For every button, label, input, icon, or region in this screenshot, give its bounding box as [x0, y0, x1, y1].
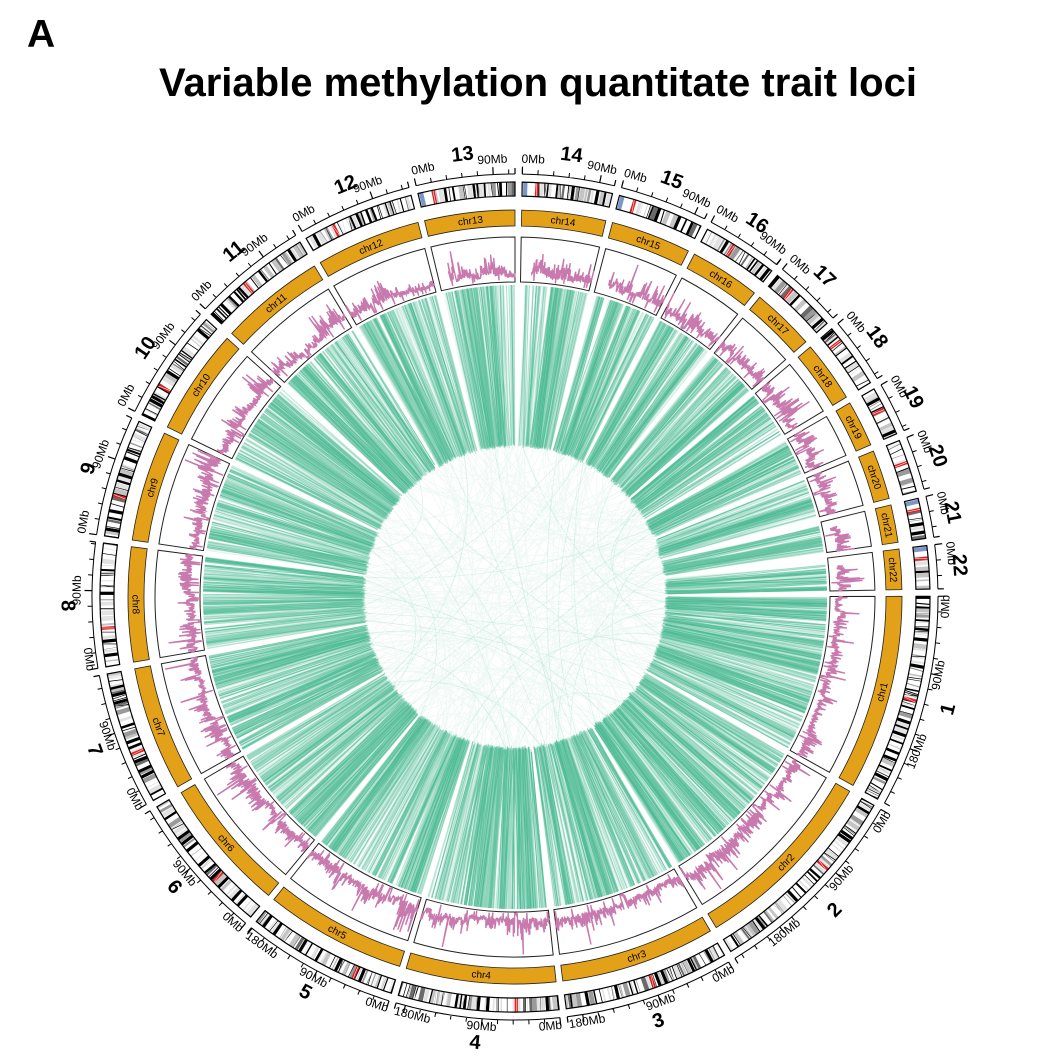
svg-text:chr13: chr13 [457, 215, 484, 229]
svg-text:0Mb: 0Mb [74, 509, 92, 535]
svg-text:chr8: chr8 [129, 595, 140, 615]
svg-text:8: 8 [56, 600, 78, 612]
svg-text:4: 4 [469, 1031, 483, 1054]
svg-text:90Mb: 90Mb [69, 575, 83, 606]
svg-text:0Mb: 0Mb [934, 490, 953, 516]
svg-text:180Mb: 180Mb [568, 1011, 607, 1031]
svg-text:1: 1 [936, 701, 960, 717]
svg-text:0Mb: 0Mb [943, 541, 959, 566]
svg-text:90Mb: 90Mb [466, 1018, 497, 1034]
svg-text:90Mb: 90Mb [586, 158, 619, 178]
svg-text:chr14: chr14 [550, 215, 577, 229]
svg-text:chr22: chr22 [886, 557, 899, 583]
svg-text:chr4: chr4 [471, 969, 492, 982]
svg-text:0Mb: 0Mb [538, 1018, 563, 1034]
svg-text:22: 22 [948, 553, 972, 577]
svg-text:chr1: chr1 [875, 681, 891, 703]
svg-text:21: 21 [940, 499, 966, 525]
svg-text:chr21: chr21 [878, 512, 894, 539]
svg-text:13: 13 [450, 142, 475, 166]
svg-text:0Mb: 0Mb [410, 159, 436, 178]
svg-text:0Mb: 0Mb [521, 152, 545, 167]
svg-text:90Mb: 90Mb [929, 659, 948, 691]
svg-text:90Mb: 90Mb [477, 152, 508, 168]
svg-text:14: 14 [559, 143, 585, 168]
svg-text:0Mb: 0Mb [622, 166, 649, 186]
svg-text:0Mb: 0Mb [81, 647, 98, 672]
svg-text:0Mb: 0Mb [938, 594, 953, 618]
